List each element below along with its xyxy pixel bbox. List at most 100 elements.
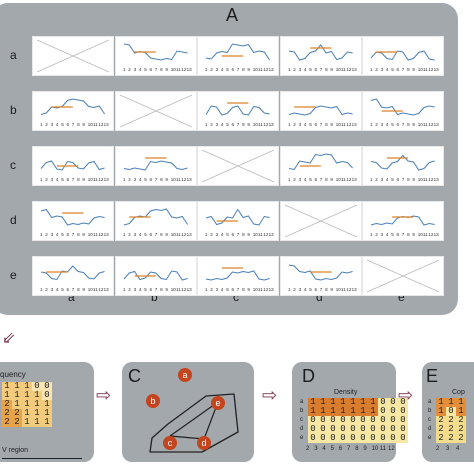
matrix-cell: 0 [318, 425, 328, 434]
svg-text:8: 8 [407, 177, 410, 182]
svg-text:9: 9 [330, 287, 333, 292]
svg-text:9: 9 [412, 67, 415, 72]
svg-text:7: 7 [237, 287, 240, 292]
axis-tick-label: 5 [330, 446, 334, 452]
svg-text:12: 12 [346, 287, 352, 292]
matrix-cell: 1 [22, 391, 32, 400]
svg-text:5: 5 [309, 122, 312, 127]
matrix-cell: 1 [42, 418, 52, 427]
svg-text:1: 1 [205, 67, 208, 72]
svg-text:1: 1 [370, 177, 373, 182]
matrix-cell: 0 [328, 425, 338, 434]
svg-text:4: 4 [139, 287, 142, 292]
svg-text:1: 1 [205, 122, 208, 127]
svg-text:5: 5 [309, 67, 312, 72]
svg-text:6: 6 [150, 67, 153, 72]
svg-text:10: 10 [88, 232, 94, 237]
svg-text:11: 11 [176, 287, 181, 292]
graph-node-a: a [178, 368, 192, 382]
matrix-cell: 1 [2, 382, 12, 391]
svg-text:2: 2 [128, 232, 131, 237]
matrix-cell: 0 [378, 398, 388, 407]
svg-text:10: 10 [336, 287, 342, 292]
svg-text:6: 6 [315, 122, 318, 127]
svg-text:7: 7 [155, 287, 158, 292]
svg-text:13: 13 [352, 287, 358, 292]
svg-text:6: 6 [150, 177, 153, 182]
svg-text:10: 10 [336, 177, 342, 182]
svg-text:7: 7 [72, 287, 75, 292]
matrix-cell: 1 [436, 407, 446, 416]
matrix-cell: 0 [368, 434, 378, 443]
svg-text:2: 2 [375, 232, 378, 237]
svg-text:10: 10 [88, 287, 94, 292]
matrix-cell: 2 [456, 416, 466, 425]
svg-text:3: 3 [51, 177, 54, 182]
svg-text:3: 3 [299, 122, 302, 127]
corner-arrow-icon: ⇙ [2, 330, 16, 347]
svg-text:11: 11 [93, 122, 98, 127]
svg-text:3: 3 [134, 287, 137, 292]
panel-b-title: quency [0, 370, 26, 379]
svg-text:9: 9 [247, 122, 250, 127]
graph-node-e: e [211, 396, 225, 410]
svg-text:7: 7 [237, 232, 240, 237]
svg-text:5: 5 [144, 177, 147, 182]
axis-tick-label: 4 [322, 446, 326, 452]
matrix-cell: 0 [378, 407, 388, 416]
svg-text:12: 12 [263, 232, 269, 237]
svg-text:8: 8 [160, 232, 163, 237]
svg-text:11: 11 [176, 232, 181, 237]
svg-text:10: 10 [336, 122, 342, 127]
svg-text:5: 5 [391, 232, 394, 237]
svg-text:4: 4 [139, 177, 142, 182]
svg-text:13: 13 [104, 122, 110, 127]
svg-text:5: 5 [309, 177, 312, 182]
matrix-cell: 1 [22, 409, 32, 418]
svg-text:13: 13 [104, 287, 110, 292]
svg-text:4: 4 [386, 122, 389, 127]
svg-text:3: 3 [216, 67, 219, 72]
svg-text:5: 5 [226, 122, 229, 127]
svg-text:11: 11 [423, 67, 428, 72]
svg-text:3: 3 [381, 67, 384, 72]
matrix-row-label: e [300, 435, 304, 441]
matrix-row-label: b [300, 408, 304, 414]
svg-text:6: 6 [232, 232, 235, 237]
cell-c-a: 1 2 3 4 5 6 7 8 9 10 11 12 13 [32, 146, 114, 186]
cell-e-c: 1 2 3 4 5 6 7 8 9 10 11 12 13 [197, 256, 279, 296]
svg-text:7: 7 [320, 122, 323, 127]
svg-text:6: 6 [397, 122, 400, 127]
svg-text:8: 8 [77, 177, 80, 182]
matrix-cell: 0 [378, 425, 388, 434]
matrix-cell: 0 [348, 434, 358, 443]
svg-text:13: 13 [434, 122, 440, 127]
svg-text:8: 8 [325, 177, 328, 182]
matrix-cell: 2 [456, 425, 466, 434]
svg-text:9: 9 [247, 67, 250, 72]
matrix-cell: 2 [2, 418, 12, 427]
panel-e-title: E [426, 366, 439, 386]
svg-text:4: 4 [386, 67, 389, 72]
cell-a-c: 1 2 3 4 5 6 7 8 9 10 11 12 13 [197, 36, 279, 76]
svg-text:13: 13 [269, 122, 275, 127]
svg-text:9: 9 [330, 122, 333, 127]
matrix-cell: 0 [32, 382, 42, 391]
matrix-cell: 0 [398, 425, 408, 434]
svg-text:13: 13 [187, 287, 193, 292]
svg-text:5: 5 [61, 177, 64, 182]
svg-text:12: 12 [98, 177, 104, 182]
matrix-cell: 1 [22, 382, 32, 391]
svg-text:2: 2 [45, 232, 48, 237]
panel-b-axis-arrow [2, 458, 82, 459]
matrix-cell: 0 [398, 434, 408, 443]
matrix-cell: 1 [456, 398, 466, 407]
matrix-cell: 0 [358, 425, 368, 434]
cell-e-b: 1 2 3 4 5 6 7 8 9 10 11 12 13 [115, 256, 197, 296]
cell-d-d [280, 201, 362, 241]
matrix-cell: 1 [32, 391, 42, 400]
cell-b-d: 1 2 3 4 5 6 7 8 9 10 11 12 13 [280, 91, 362, 131]
svg-text:9: 9 [82, 232, 85, 237]
svg-text:11: 11 [258, 67, 263, 72]
svg-text:9: 9 [412, 232, 415, 237]
